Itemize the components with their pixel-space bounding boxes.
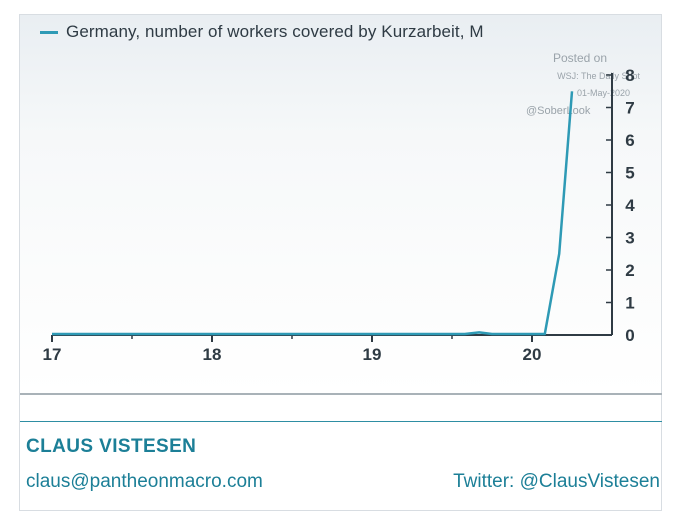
y-tick-label: 8	[625, 66, 634, 85]
legend-swatch	[40, 30, 58, 34]
x-tick-label: 17	[43, 345, 62, 364]
watermark: Posted on WSJ: The Daily Shot 01-May-202…	[520, 50, 640, 117]
x-tick-label: 18	[203, 345, 222, 364]
watermark-posted: Posted on	[552, 51, 608, 65]
author-name: CLAUS VISTESEN	[26, 436, 197, 457]
footer-divider-gray	[20, 393, 662, 395]
author-twitter[interactable]: Twitter: @ClausVistesen	[453, 471, 660, 492]
series-line	[52, 91, 574, 336]
y-tick-label: 1	[625, 294, 634, 313]
x-tick-label: 20	[523, 345, 542, 364]
author-email[interactable]: claus@pantheonmacro.com	[26, 471, 263, 492]
y-tick-label: 2	[625, 261, 634, 280]
y-tick-label: 6	[625, 131, 634, 150]
watermark-handle: @SoberLook	[526, 105, 591, 117]
y-tick-label: 5	[625, 164, 634, 183]
chart-legend: Germany, number of workers covered by Ku…	[40, 20, 484, 44]
y-tick-label: 4	[625, 196, 635, 215]
y-tick-label: 0	[625, 326, 634, 345]
footer-divider-teal	[20, 421, 662, 422]
watermark-source: WSJ: The Daily Shot	[557, 71, 640, 81]
chart-frame	[19, 14, 662, 511]
y-tick-label: 3	[625, 229, 634, 248]
legend-label: Germany, number of workers covered by Ku…	[66, 22, 484, 41]
line-chart: 17 18 19 20 0 1 2 3 4 5 6 7 8	[43, 66, 636, 364]
y-tick-label: 7	[625, 99, 634, 118]
x-tick-label: 19	[363, 345, 382, 364]
watermark-date: 01-May-2020	[576, 88, 630, 98]
